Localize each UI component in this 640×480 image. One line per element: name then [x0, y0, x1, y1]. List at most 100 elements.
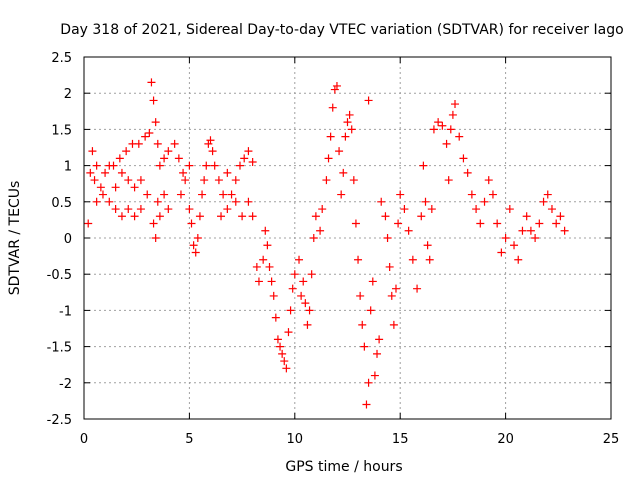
data-point [164, 205, 173, 214]
data-point [332, 81, 341, 90]
data-point [377, 197, 386, 206]
data-point [267, 277, 276, 286]
data-point [181, 176, 190, 185]
data-point [141, 132, 150, 141]
data-point [328, 103, 337, 112]
data-point [170, 139, 179, 148]
data-point [324, 154, 333, 163]
x-tick-label: 15 [392, 432, 409, 447]
data-point [345, 110, 354, 119]
data-point [155, 212, 164, 221]
data-point [124, 205, 133, 214]
data-point [130, 183, 139, 192]
y-axis-label: SDTVAR / TECUs [7, 181, 23, 296]
data-point [560, 226, 569, 235]
data-point [179, 168, 188, 177]
data-point [497, 248, 506, 257]
data-points [84, 78, 569, 409]
data-point [286, 306, 295, 315]
data-point [419, 161, 428, 170]
data-point [339, 168, 348, 177]
data-point [425, 255, 434, 264]
data-point [370, 371, 379, 380]
y-tick-label: -0.5 [47, 268, 72, 283]
data-point [326, 132, 335, 141]
data-point [92, 197, 101, 206]
data-point [198, 190, 207, 199]
data-point [217, 212, 226, 221]
data-point [413, 284, 422, 293]
data-point [109, 161, 118, 170]
data-point [343, 118, 352, 127]
data-point [219, 190, 228, 199]
data-point [373, 349, 382, 358]
data-point [238, 212, 247, 221]
data-point [282, 364, 291, 373]
data-point [276, 342, 285, 351]
data-point [330, 85, 339, 94]
data-point [375, 335, 384, 344]
data-point [235, 161, 244, 170]
data-point [442, 139, 451, 148]
data-point [444, 176, 453, 185]
data-point [101, 168, 110, 177]
data-point [147, 78, 156, 87]
data-point [269, 291, 278, 300]
data-point [111, 205, 120, 214]
data-point [254, 277, 263, 286]
data-point [309, 234, 318, 242]
data-point [358, 320, 367, 329]
data-point [526, 226, 535, 235]
data-point [124, 176, 133, 185]
data-point [193, 234, 202, 242]
data-point [210, 161, 219, 170]
data-point [271, 313, 280, 322]
data-point [227, 190, 236, 199]
data-point [514, 255, 523, 264]
y-tick-label: 1.5 [51, 123, 72, 138]
data-point [151, 234, 160, 242]
data-point [531, 234, 540, 242]
data-point [284, 328, 293, 337]
data-point [467, 190, 476, 199]
data-point [347, 125, 356, 134]
data-point [366, 306, 375, 315]
data-point [84, 219, 93, 228]
data-point [311, 212, 320, 221]
data-point [143, 190, 152, 199]
data-point [360, 342, 369, 351]
x-tick-label: 25 [603, 432, 620, 447]
data-point [501, 234, 510, 242]
data-point [261, 226, 270, 235]
data-point [301, 299, 310, 308]
data-point [356, 291, 365, 300]
data-point [364, 378, 373, 387]
data-point [117, 168, 126, 177]
data-point [136, 205, 145, 214]
data-point [535, 219, 544, 228]
x-tick-label: 10 [287, 432, 304, 447]
data-point [191, 248, 200, 257]
data-point [307, 270, 316, 279]
data-point [488, 190, 497, 199]
y-tick-label: 2.5 [51, 51, 72, 66]
data-point [335, 147, 344, 156]
data-point [455, 132, 464, 141]
data-point [543, 190, 552, 199]
data-point [493, 219, 502, 228]
data-point [518, 226, 527, 235]
data-point [244, 147, 253, 156]
data-point [92, 161, 101, 170]
data-point [408, 255, 417, 264]
data-point [252, 262, 261, 271]
x-tick-label: 0 [80, 432, 88, 447]
data-point [556, 212, 565, 221]
data-point [174, 154, 183, 163]
data-point [297, 291, 306, 300]
data-point [341, 132, 350, 141]
data-point [484, 176, 493, 185]
data-point [111, 183, 120, 192]
data-point [364, 96, 373, 105]
data-point [547, 205, 556, 214]
